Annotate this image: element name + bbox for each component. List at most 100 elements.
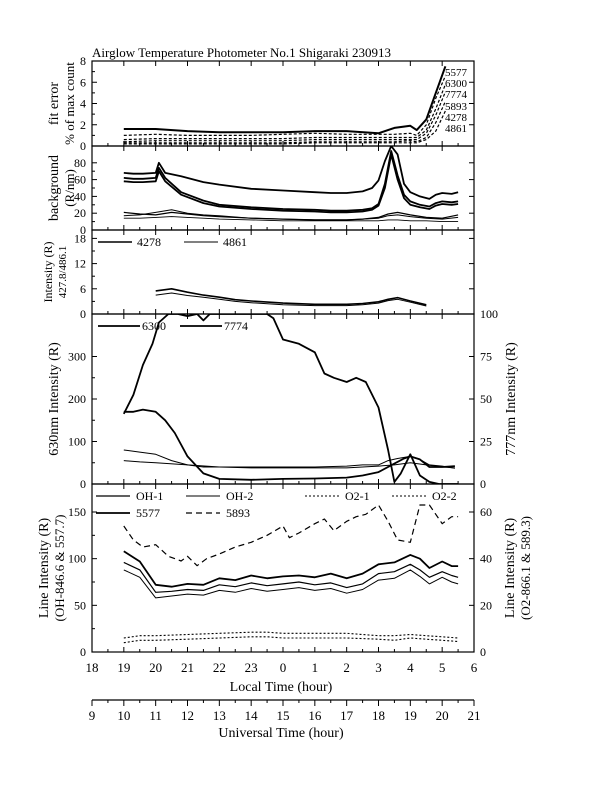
panel-red: 0 100 200 300 0 25 50 75 100 630nm Intensity (R) 7… xyxy=(47,307,519,491)
panel-blue: 0 6 12 18 Intensity (R) 427.8/486.1 4278 4861 xyxy=(41,229,475,321)
panel-fit: 0 2 4 6 8 fit error% of max count 557763007774… xyxy=(47,54,475,153)
y-right-tick-label: 40 xyxy=(480,552,492,566)
legend-label: 5577 xyxy=(445,67,468,79)
series-line-red-7774 xyxy=(123,408,455,481)
local-time-tick-label: 19 xyxy=(117,660,130,675)
series-line-line-O2-1 xyxy=(123,631,459,639)
ut-tick-label: 16 xyxy=(308,708,322,723)
ut-tick-label: 9 xyxy=(89,708,96,723)
ut-tick-label: 17 xyxy=(340,708,354,723)
y-tick-label: 100 xyxy=(68,552,86,566)
local-time-tick-label: 21 xyxy=(181,660,194,675)
legend-label: 5577 xyxy=(136,506,160,520)
ut-tick-label: 21 xyxy=(468,708,481,723)
series-group xyxy=(123,65,447,145)
series-line-line-O2-2 xyxy=(123,636,459,644)
series-line-red-series-4 xyxy=(123,460,455,469)
panel-frame xyxy=(91,60,475,147)
legend-label: 4278 xyxy=(445,112,468,124)
local-time-tick-label: 22 xyxy=(213,660,226,675)
legend-label: OH-2 xyxy=(226,489,253,503)
y-tick-label: 0 xyxy=(80,139,86,153)
ut-tick-label: 20 xyxy=(436,708,449,723)
y-axis-label: background xyxy=(47,155,62,221)
y-right-tick-label: 60 xyxy=(480,505,492,519)
legend-label: 5893 xyxy=(445,101,468,113)
panel-bg: 0 20 40 60 80 background (R/nm) xyxy=(47,145,475,237)
y-tick-label: 0 xyxy=(80,307,86,321)
y-axis-label-right: Line Intensity (R) xyxy=(503,518,518,619)
y-right-tick-label: 50 xyxy=(480,392,492,406)
legend-label: OH-1 xyxy=(136,489,163,503)
y-tick-label: 6 xyxy=(80,75,86,89)
series-group xyxy=(123,504,459,644)
local-time-tick-label: 6 xyxy=(471,660,478,675)
local-time-tick-label: 2 xyxy=(343,660,350,675)
universal-time-axis-label: Universal Time (hour) xyxy=(218,726,344,741)
y-axis-label: Intensity (R) xyxy=(41,242,55,303)
series-line-fit-6300 xyxy=(123,75,446,136)
ut-tick-label: 18 xyxy=(372,708,385,723)
y-tick-label: 0 xyxy=(80,477,86,491)
ut-tick-label: 12 xyxy=(181,708,194,723)
y-tick-label: 40 xyxy=(74,189,86,203)
y-axis-label-right: 777nm Intensity (R) xyxy=(504,342,519,456)
legend-line: OH-1 OH-2 O2-1 O2-2 5577 5893 xyxy=(96,489,457,520)
y-tick-label: 0 xyxy=(80,645,86,659)
chart-title: Airglow Temperature Photometer No.1 Shig… xyxy=(92,45,391,60)
series-line-line-OH-2 xyxy=(123,569,459,599)
series-group xyxy=(155,288,427,307)
local-time-tick-label: 0 xyxy=(280,660,287,675)
y-tick-label: 0 xyxy=(80,223,86,237)
y-tick-label: 8 xyxy=(80,54,86,68)
ut-tick-label: 13 xyxy=(213,708,226,723)
ut-tick-label: 11 xyxy=(149,708,162,723)
y-tick-label: 4 xyxy=(80,97,86,111)
y-axis-label-right: (O2-866.1 & 589.3) xyxy=(518,516,533,620)
legend-label: 7774 xyxy=(224,319,248,333)
y-tick-label: 150 xyxy=(68,505,86,519)
y-tick-label: 2 xyxy=(80,118,86,132)
local-time-tick-label: 18 xyxy=(86,660,99,675)
y-axis-label: fit error xyxy=(47,82,62,125)
series-line-bg-series-1 xyxy=(123,146,459,200)
legend-label: 4861 xyxy=(223,235,247,249)
y-tick-label: 300 xyxy=(68,350,86,364)
y-axis-label-left: (OH-846.6 & 557.7) xyxy=(52,515,67,622)
y-tick-label: 200 xyxy=(68,392,86,406)
legend-label: 7774 xyxy=(445,89,468,101)
y-tick-label: 60 xyxy=(74,173,86,187)
y-right-tick-label: 25 xyxy=(480,435,492,449)
series-group xyxy=(122,314,459,484)
y-right-tick-label: 0 xyxy=(480,645,486,659)
series-line-bg-series-6 xyxy=(123,216,459,223)
series-line-red-series-3 xyxy=(123,449,455,469)
series-line-red-6300 xyxy=(122,314,459,484)
series-line-line-5577 xyxy=(123,550,459,588)
legend-red: 6300 7774 xyxy=(98,319,248,333)
series-line-line-5893 xyxy=(123,504,459,567)
series-group xyxy=(123,146,459,223)
legend-label: 5893 xyxy=(226,506,250,520)
series-line-blue-4278 xyxy=(155,288,427,306)
y-axis-label: 427.8/486.1 xyxy=(57,246,69,299)
y-right-tick-label: 0 xyxy=(480,477,486,491)
y-tick-label: 6 xyxy=(80,282,86,296)
series-line-bg-series-5 xyxy=(123,209,459,221)
legend-label: O2-1 xyxy=(345,489,370,503)
series-line-blue-4861 xyxy=(155,292,427,307)
ut-tick-label: 10 xyxy=(117,708,130,723)
series-line-fit-7774 xyxy=(123,84,446,141)
ut-tick-label: 14 xyxy=(245,708,259,723)
series-line-fit-4861 xyxy=(123,110,446,145)
series-line-fit-4278 xyxy=(123,101,446,144)
local-time-tick-label: 23 xyxy=(245,660,258,675)
legend-label: 4861 xyxy=(445,123,467,135)
local-time-tick-label: 20 xyxy=(149,660,162,675)
series-line-bg-series-2 xyxy=(123,150,459,212)
y-tick-label: 18 xyxy=(74,231,86,245)
local-time-tick-label: 5 xyxy=(439,660,446,675)
y-tick-label: 20 xyxy=(74,206,86,220)
